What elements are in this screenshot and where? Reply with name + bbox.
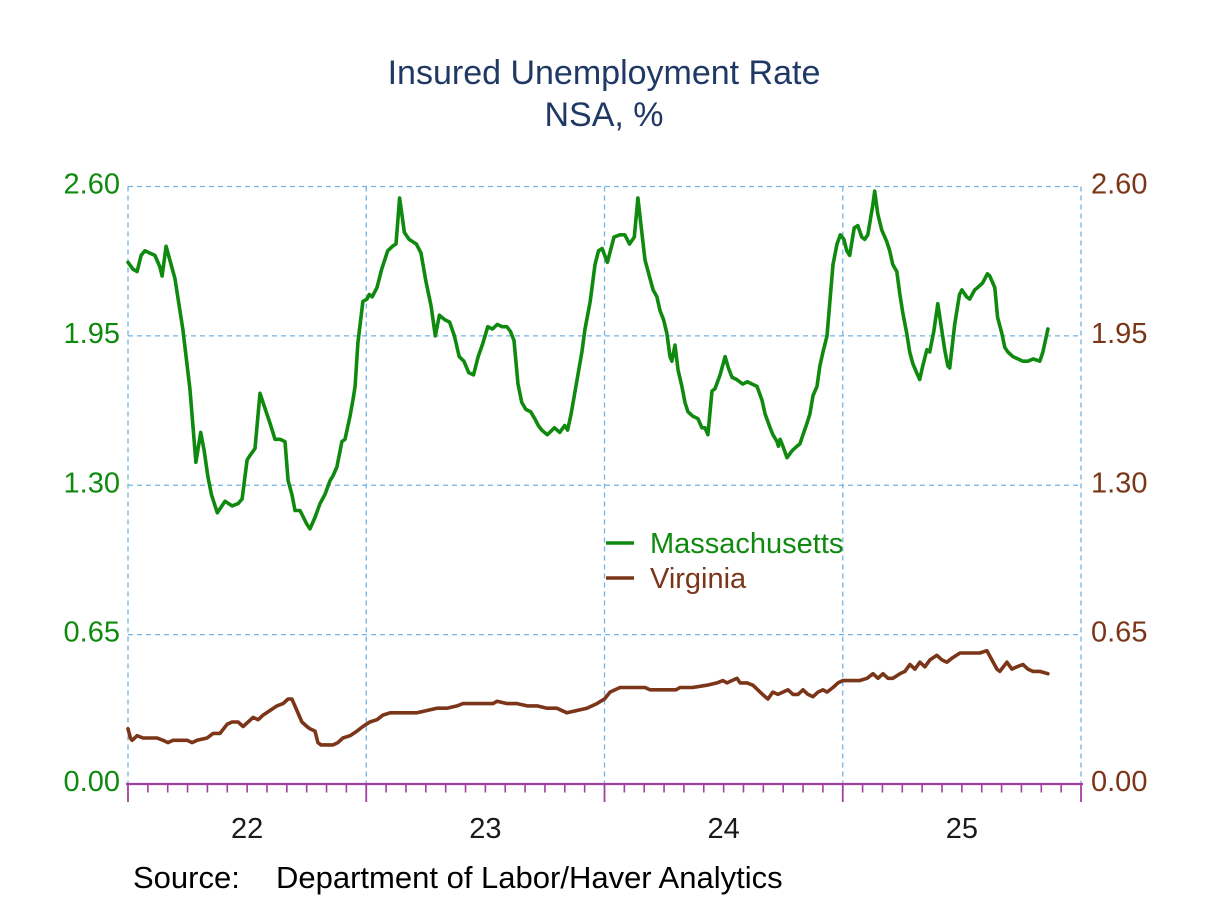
source-label: Source: [133,860,240,895]
x-axis-year-label: 22 [231,813,263,845]
chart-title: Insured Unemployment Rate [388,54,821,92]
y-axis-label-right: 0.65 [1091,617,1147,649]
series-line-massachusetts [126,189,1050,531]
y-axis-label-right: 2.60 [1091,169,1147,201]
x-axis-year-label: 23 [469,813,501,845]
x-axis-year-label: 24 [707,813,739,845]
chart-subtitle: NSA, % [544,96,663,134]
x-axis-year-label: 25 [946,813,978,845]
legend: Massachusetts Virginia [606,528,843,595]
y-axis-label-left: 0.00 [64,766,120,798]
y-axis-label-right: 1.30 [1091,467,1147,499]
y-axis-label-left: 2.60 [64,169,120,201]
y-axis-label-right: 1.95 [1091,318,1147,350]
tick-label-layer: 0.00 0.00 0.65 0.65 1.30 1.30 1.95 1.95 2.60 2.60… [64,169,1148,846]
y-axis-label-left: 1.30 [64,467,120,499]
y-axis-label-right: 0.00 [1091,766,1147,798]
legend-label-virginia: Virginia [650,563,747,595]
source-note: Source: Department of Labor/Haver Analyt… [133,860,783,895]
source-value: Department of Labor/Haver Analytics [276,860,783,895]
y-axis-label-left: 1.95 [64,318,120,350]
y-axis-label-left: 0.65 [64,617,120,649]
grid-layer [127,185,1082,784]
x-axis-layer [126,782,1083,802]
series-line-virginia [126,648,1050,747]
series-layer [126,189,1050,747]
legend-label-massachusetts: Massachusetts [650,528,843,560]
